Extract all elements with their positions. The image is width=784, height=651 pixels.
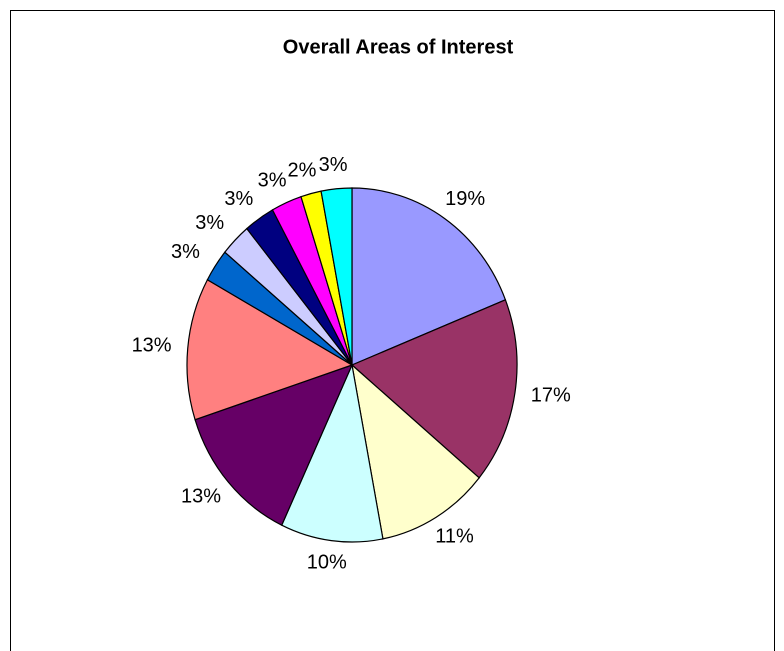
pie-slice — [350, 299, 518, 479]
pie — [186, 187, 518, 543]
pie-slice — [194, 363, 354, 526]
chart-title: Overall Areas of Interest — [283, 36, 514, 58]
pie-slice — [320, 187, 353, 366]
data-label: 19% — [445, 188, 485, 210]
data-label: 3% — [224, 188, 253, 210]
data-label: 2% — [287, 160, 316, 182]
data-label: 13% — [132, 334, 172, 356]
data-label: 3% — [171, 241, 200, 263]
data-label: 3% — [195, 212, 224, 234]
data-label: 17% — [531, 385, 571, 407]
pie-slice — [280, 362, 384, 543]
data-label: 13% — [181, 486, 221, 508]
data-label: 3% — [258, 170, 287, 192]
data-label: 11% — [435, 525, 474, 547]
pie-slice — [351, 187, 507, 366]
pie-slice — [351, 363, 480, 540]
data-label: 10% — [307, 552, 347, 574]
data-label: 3% — [319, 154, 348, 176]
pie-slice — [186, 278, 354, 421]
